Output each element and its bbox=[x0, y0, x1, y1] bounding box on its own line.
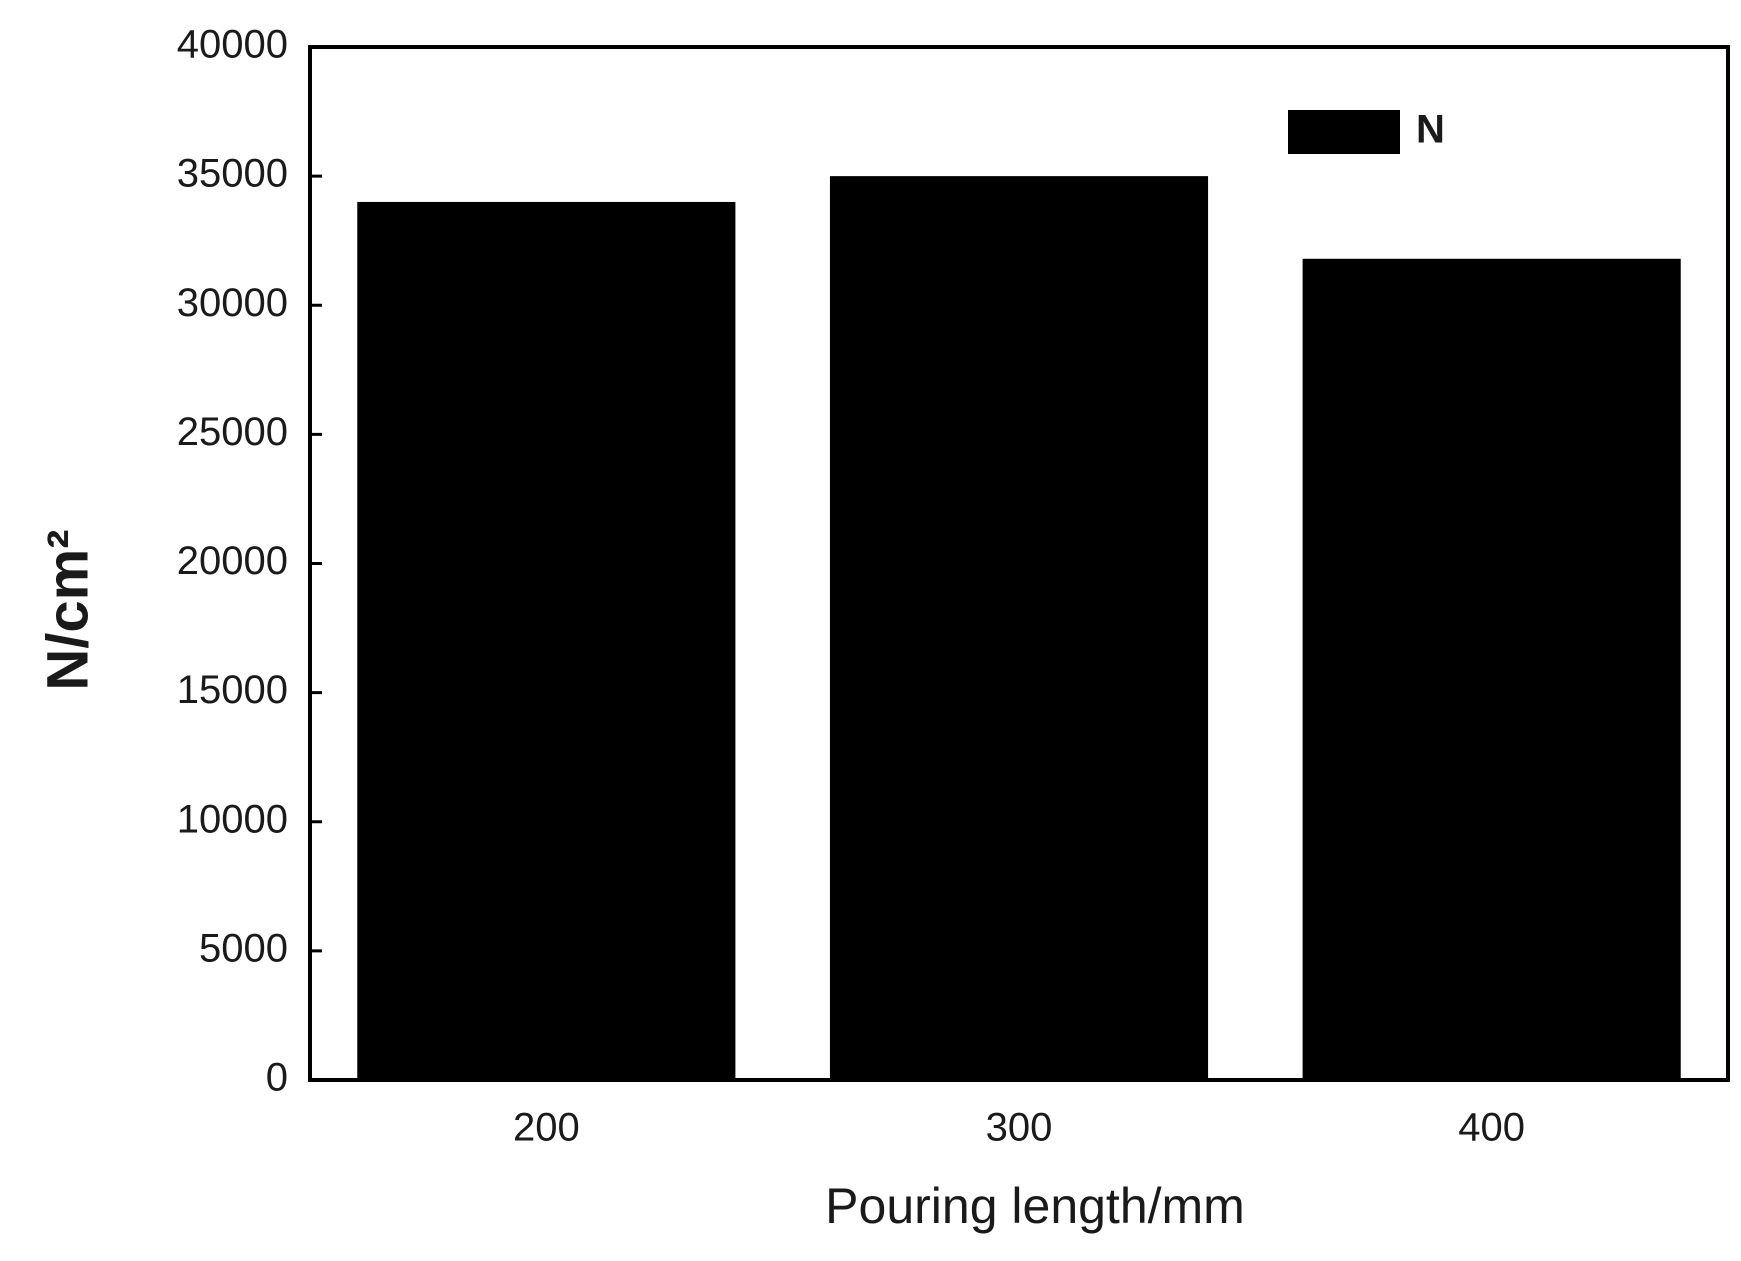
y-tick-label: 25000 bbox=[177, 410, 288, 454]
bar bbox=[1302, 258, 1681, 1080]
y-tick-label: 20000 bbox=[177, 539, 288, 583]
x-tick-label: 400 bbox=[1458, 1106, 1525, 1150]
x-tick-label: 300 bbox=[986, 1106, 1053, 1150]
y-tick-label: 40000 bbox=[177, 23, 288, 67]
legend-swatch bbox=[1288, 110, 1400, 154]
y-tick-label: 10000 bbox=[177, 797, 288, 841]
y-tick-label: 35000 bbox=[177, 152, 288, 196]
bar bbox=[357, 201, 736, 1080]
y-tick-label: 0 bbox=[266, 1056, 288, 1100]
x-axis-label: Pouring length/mm bbox=[825, 1178, 1245, 1234]
y-tick-label: 5000 bbox=[199, 926, 288, 970]
y-tick-label: 30000 bbox=[177, 281, 288, 325]
bar bbox=[829, 176, 1209, 1080]
legend-label: N bbox=[1416, 108, 1445, 152]
plot-frame bbox=[308, 45, 1730, 1082]
y-axis-label: N/cm² bbox=[35, 529, 100, 690]
y-tick-label: 15000 bbox=[177, 668, 288, 712]
x-tick-label: 200 bbox=[513, 1106, 580, 1150]
